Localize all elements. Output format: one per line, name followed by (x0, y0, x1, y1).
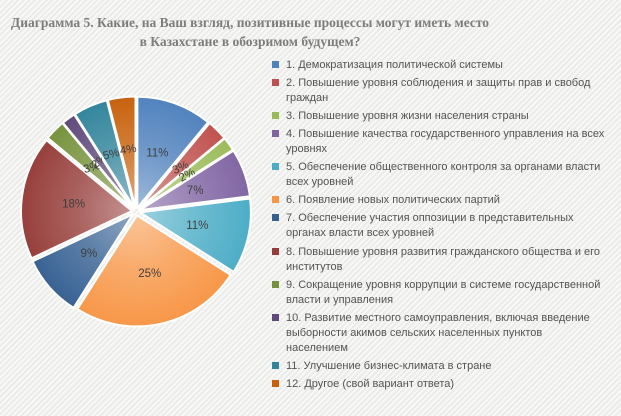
pie-slice (138, 149, 251, 212)
pie-data-label: 11% (146, 147, 168, 159)
legend-swatch (272, 196, 279, 204)
legend-item: 4. Повышение качества государственного у… (272, 127, 606, 157)
legend-item: 8. Повышение уровня развития гражданског… (272, 245, 606, 275)
legend-item: 1. Демократизация политической системы (272, 58, 606, 73)
legend-label: 10. Развитие местного самоуправления, вк… (286, 311, 590, 354)
legend-swatch (272, 79, 279, 87)
pie-slice (138, 137, 234, 211)
legend-item: 10. Развитие местного самоуправления, вк… (272, 311, 606, 356)
chart-title: Диаграмма 5. Какие, на Ваш взгляд, позит… (10, 15, 490, 49)
legend-swatch (272, 247, 279, 255)
pie-data-label: 11% (186, 220, 208, 232)
legend-item: 6. Появление новых политических партий (272, 193, 606, 208)
legend-swatch (272, 379, 279, 387)
legend-label: 7. Обеспечение участия оппозиции в предс… (286, 212, 574, 240)
legend-swatch (272, 163, 279, 171)
legend-label: 1. Демократизация политической системы (286, 59, 503, 71)
legend-item: 3. Повышение уровня жизни населения стра… (272, 109, 606, 124)
legend-swatch (272, 130, 279, 138)
pie-slice (136, 95, 210, 209)
legend-item: 5. Обеспечение общественного контроля за… (272, 160, 606, 190)
pie-data-label: 18% (62, 199, 85, 211)
pie-data-label: 7% (187, 185, 204, 197)
pie-slice (31, 213, 134, 309)
pie-data-label: 4% (119, 143, 137, 158)
legend-item: 12. Другое (свой вариант ответа) (272, 377, 606, 392)
legend-swatch (272, 313, 279, 321)
pie-slice (20, 139, 134, 260)
legend-swatch (272, 61, 279, 68)
legend-label: 8. Повышение уровня развития гражданског… (286, 245, 601, 273)
pie-data-label: 25% (138, 268, 161, 280)
legend-label: 2. Повышение уровня соблюдения и защиты … (286, 77, 591, 105)
legend-item: 11. Улучшение бизнес-климата в стране (272, 359, 606, 374)
legend-item: 7. Обеспечение участия оппозиции в предс… (272, 211, 606, 241)
legend-label: 5. Обеспечение общественного контроля за… (286, 161, 601, 189)
pie-chart: 11%3%2%7%11%25%9%18%3%2%5%4% (20, 95, 252, 328)
legend-item: 9. Сокращение уровня коррупции в системе… (272, 278, 606, 308)
legend-label: 12. Другое (свой вариант ответа) (286, 377, 455, 390)
legend-item: 2. Повышение уровня соблюдения и защиты … (272, 76, 606, 106)
pie-slice (73, 99, 136, 209)
pie-slice (76, 214, 232, 328)
chart-legend: 1. Демократизация политической системы 2.… (272, 58, 606, 392)
legend-label: 3. Повышение уровня жизни населения стра… (286, 110, 529, 123)
pie-data-label: 9% (81, 248, 98, 260)
legend-label: 9. Сокращение уровня коррупции в системе… (286, 278, 601, 306)
pie-data-label: 5% (102, 147, 121, 163)
legend-swatch (272, 361, 279, 369)
legend-label: 11. Улучшение бизнес-климата в стране (286, 359, 492, 372)
legend-label: 6. Появление новых политических партий (286, 194, 500, 207)
pie-slice (106, 95, 137, 209)
pie-slice (138, 197, 252, 273)
legend-swatch (272, 214, 279, 222)
legend-swatch (272, 112, 279, 120)
legend-swatch (272, 280, 279, 288)
legend-label: 4. Повышение качества государственного у… (286, 128, 605, 156)
